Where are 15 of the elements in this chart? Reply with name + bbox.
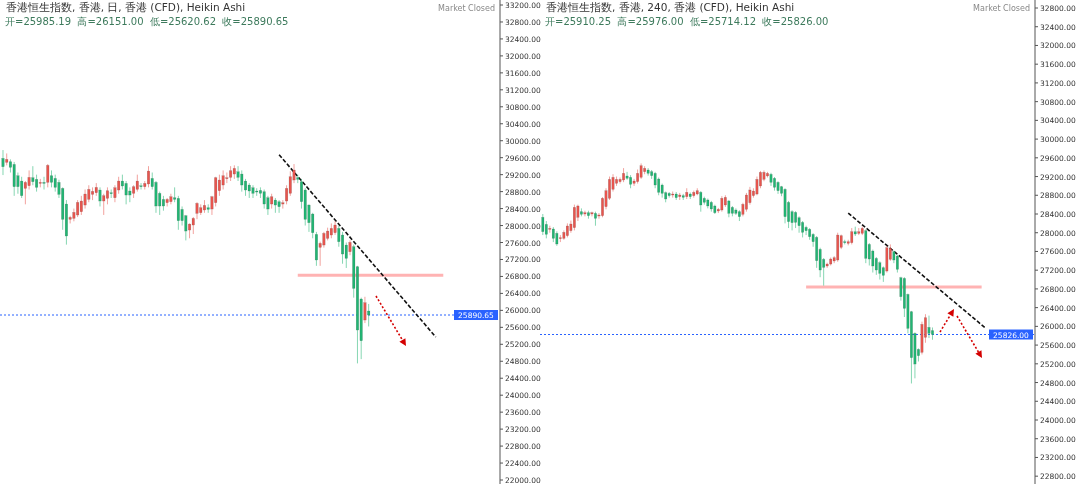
candlestick xyxy=(625,171,629,181)
candlestick xyxy=(139,182,143,190)
candlestick xyxy=(225,172,229,184)
candlestick xyxy=(236,165,240,182)
annotation: Market Closed xyxy=(438,4,495,13)
annotation: Market Closed xyxy=(973,4,1030,13)
candlestick xyxy=(277,199,281,214)
chart-title: 香港恒生指数, 香港, 日, 香港 (CFD), Heikin Ashi xyxy=(6,1,246,13)
text: 开=25985.19 高=26151.00 低=25620.62 收=25890.65 xyxy=(5,16,289,27)
chart-title: 香港恒生指数, 香港, 240, 香港 (CFD), Heikin Ashi xyxy=(546,1,795,13)
candlestick xyxy=(797,215,801,234)
candlestick xyxy=(804,225,808,236)
candlestick xyxy=(128,186,132,203)
text: 开=25910.25 高=25976.00 低=25714.12 收=25826.00 xyxy=(545,16,829,27)
candlestick xyxy=(251,184,255,199)
